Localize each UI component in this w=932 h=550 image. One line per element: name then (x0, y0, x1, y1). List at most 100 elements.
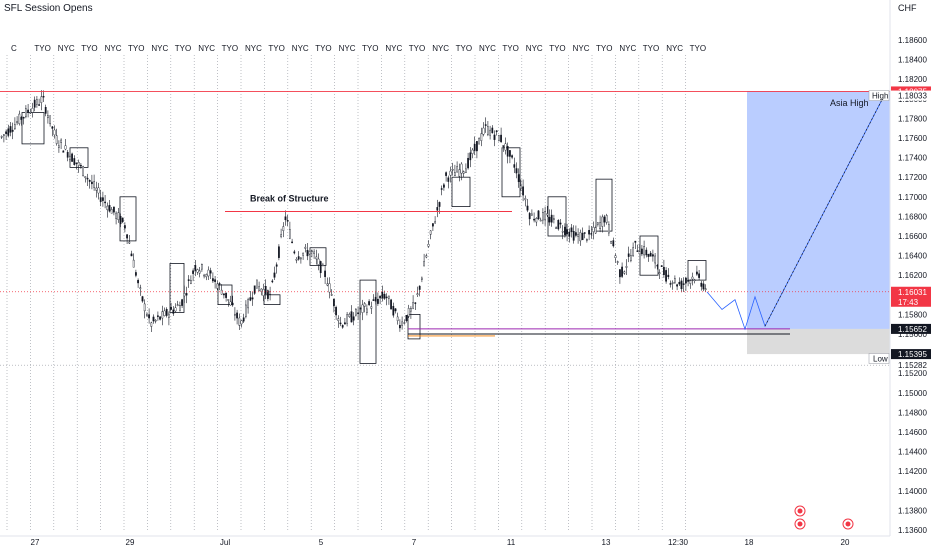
candle-body (374, 296, 377, 302)
candle-body (280, 234, 282, 237)
session-label: TYO (643, 44, 659, 53)
candle-body (207, 269, 210, 277)
candle-body (315, 256, 318, 260)
candle-body (515, 168, 518, 174)
price-axis[interactable]: 1.186001.184001.182001.180001.178001.176… (868, 0, 932, 550)
candle-body (680, 280, 683, 290)
price-tick-label: 1.18200 (898, 75, 927, 84)
candle-body (317, 258, 320, 265)
candle-body (27, 109, 29, 113)
candle-body (42, 95, 45, 98)
candle-body (3, 134, 5, 136)
candle-body (381, 291, 384, 299)
candle-body (469, 152, 472, 161)
time-axis[interactable]: 27 29 Jul 5 7 11 13 12:30 18 20 (0, 505, 890, 547)
candle-body (517, 174, 520, 183)
candle-body (627, 253, 630, 257)
stop-badge-bg (891, 323, 931, 334)
candle-body (225, 292, 227, 298)
candle-body (77, 162, 80, 166)
candle-body (18, 113, 21, 124)
candle-body (641, 248, 643, 255)
price-tick-label: 1.13600 (898, 526, 927, 535)
candle-body (267, 290, 269, 299)
candle-body (128, 241, 131, 244)
candle-body (401, 321, 403, 326)
candle-body (625, 266, 628, 268)
candle-body (99, 197, 102, 202)
candle-body (313, 251, 315, 254)
candle-body (194, 265, 197, 271)
session-label: TYO (502, 44, 518, 53)
candle-body (454, 172, 456, 177)
candle-body (660, 265, 663, 267)
candle-body (176, 304, 179, 306)
candle-body (284, 216, 287, 221)
candle-body (68, 156, 71, 161)
candle-body (289, 229, 291, 239)
candle-body (484, 124, 487, 126)
candle-body (178, 305, 181, 312)
candle-body (566, 229, 569, 235)
candle-body (11, 129, 14, 132)
candle-body (416, 293, 419, 295)
price-tick-label: 1.17000 (898, 193, 927, 202)
candle-body (25, 108, 27, 117)
candle-body (139, 287, 142, 289)
candle-body (253, 285, 256, 294)
candle-body (586, 239, 588, 241)
candle-body (577, 234, 580, 237)
low-alt-badge: 1.15282 (898, 361, 927, 370)
candle-body (559, 222, 562, 225)
candle-body (0, 136, 3, 138)
candle-body (548, 216, 551, 223)
candle-body (192, 270, 194, 274)
stop-badge: 1.15652 (898, 325, 927, 334)
session-label: TYO (315, 44, 331, 53)
candle-body (200, 264, 203, 270)
candle-body (326, 283, 329, 286)
candle-body (161, 311, 164, 319)
candle-body (412, 302, 414, 309)
low-level-badge-bg (891, 349, 931, 360)
candle-body (500, 134, 502, 143)
session-label: NYC (573, 44, 590, 53)
candle-body (392, 306, 395, 316)
candle-body (167, 313, 170, 318)
candle-body (647, 254, 650, 257)
candle-body (568, 231, 571, 237)
high-tag: High (872, 92, 888, 101)
candle-body (689, 280, 692, 284)
time-tick-label: 12:30 (668, 538, 689, 547)
indicator-title[interactable]: SFL Session Opens (4, 3, 93, 14)
candle-body (75, 162, 78, 164)
candle-body (592, 227, 595, 232)
candle-body (258, 286, 260, 291)
session-label: TYO (409, 44, 425, 53)
candle-body (187, 279, 190, 281)
price-tick-label: 1.16400 (898, 252, 927, 261)
candle-body (513, 164, 516, 168)
candle-body (355, 309, 357, 316)
candle-body (403, 322, 406, 324)
price-tick-label: 1.15000 (898, 389, 927, 398)
candle-body (174, 307, 177, 312)
price-tick-label: 1.14600 (898, 428, 927, 437)
candle-body (630, 255, 632, 261)
candle-body (539, 219, 542, 222)
candle-body (108, 205, 111, 212)
candle-body (322, 264, 324, 267)
candle-body (667, 274, 670, 278)
candle-body (696, 271, 698, 275)
candle-body (185, 293, 188, 296)
candle-body (590, 233, 593, 235)
session-grid (6, 55, 686, 530)
candle-body (183, 292, 186, 297)
candle-body (86, 177, 89, 180)
candle-body (674, 278, 676, 283)
candle-body (282, 226, 285, 231)
candle-body (447, 177, 450, 182)
candle-body (101, 197, 104, 201)
candle-body (132, 259, 135, 268)
